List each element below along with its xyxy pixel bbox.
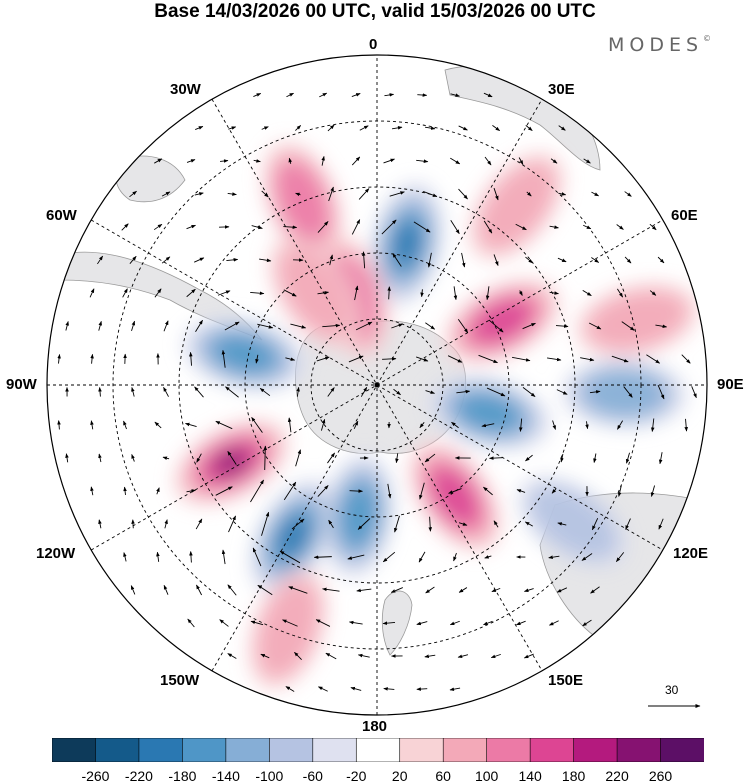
lon-label-30w: 30W xyxy=(170,81,201,98)
lon-label-150e: 150E xyxy=(548,672,583,689)
colorbar-tick-label: 180 xyxy=(562,768,585,784)
colorbar-tick-label: -100 xyxy=(255,768,283,784)
colorbar-tick-label: 260 xyxy=(649,768,672,784)
vector-scale-value: 30 xyxy=(665,683,678,697)
lon-label-0: 0 xyxy=(369,36,377,53)
colorbar xyxy=(52,738,704,762)
colorbar-swatch xyxy=(487,738,531,762)
lon-label-90w: 90W xyxy=(6,376,37,393)
colorbar-swatch xyxy=(400,738,444,762)
wind-vector xyxy=(382,359,396,360)
colorbar-swatch xyxy=(661,738,704,762)
colorbar-tick-label: -260 xyxy=(81,768,109,784)
colorbar-swatch xyxy=(95,738,139,762)
colorbar-swatch xyxy=(530,738,574,762)
colorbar-tick-label: -220 xyxy=(125,768,153,784)
colorbar-tick-label: 100 xyxy=(475,768,498,784)
lon-label-150w: 150W xyxy=(160,672,199,689)
wind-vector xyxy=(350,491,363,492)
colorbar-swatch xyxy=(443,738,487,762)
colorbar-swatch xyxy=(313,738,357,762)
colorbar-tick-label: 140 xyxy=(518,768,541,784)
colorbar-tick-label: 60 xyxy=(435,768,451,784)
colorbar-tick-label: 220 xyxy=(605,768,628,784)
wind-vector xyxy=(417,95,426,96)
colorbar-swatch xyxy=(139,738,183,762)
lon-label-30e: 30E xyxy=(548,81,575,98)
colorbar-tick-label: -60 xyxy=(303,768,323,784)
colorbar-swatch xyxy=(574,738,618,762)
wind-vector xyxy=(489,458,502,459)
lon-label-120w: 120W xyxy=(36,545,75,562)
lon-label-180: 180 xyxy=(362,718,387,735)
colorbar-swatch xyxy=(226,738,270,762)
lon-label-120e: 120E xyxy=(673,545,708,562)
lon-label-60e: 60E xyxy=(671,207,698,224)
colorbar-tick-label: -180 xyxy=(168,768,196,784)
colorbar-tick-label: -140 xyxy=(212,768,240,784)
colorbar-swatch xyxy=(182,738,226,762)
south-pole-marker xyxy=(375,383,380,388)
colorbar-tick-label: -20 xyxy=(346,768,366,784)
colorbar-swatch xyxy=(269,738,313,762)
wind-vector xyxy=(133,520,134,529)
lon-label-60w: 60W xyxy=(46,207,77,224)
colorbar-swatch xyxy=(617,738,661,762)
colorbar-swatch xyxy=(356,738,400,762)
colorbar-swatch xyxy=(52,738,96,762)
colorbar-tick-label: 20 xyxy=(392,768,408,784)
lon-label-90e: 90E xyxy=(717,376,744,393)
